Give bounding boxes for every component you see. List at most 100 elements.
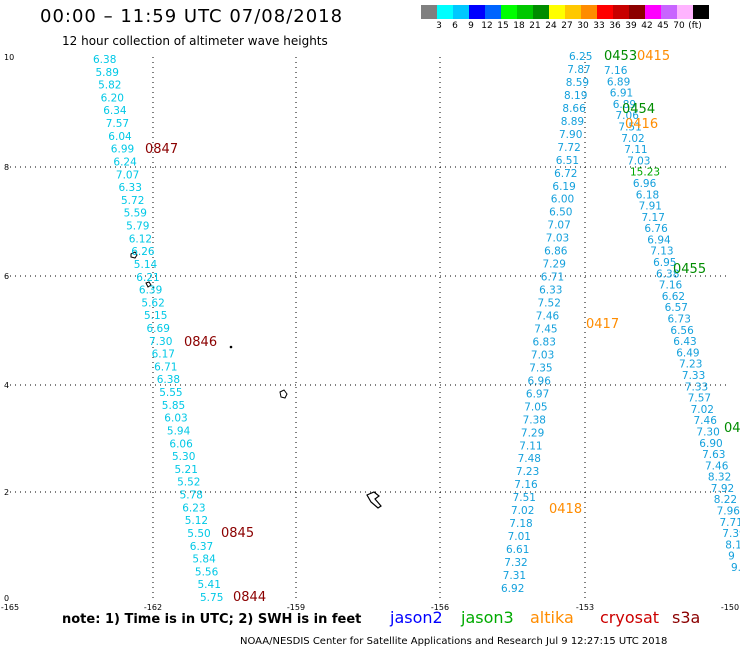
wave-height-value: 7.72 <box>557 142 580 154</box>
wave-height-value: 7.30 <box>696 427 719 439</box>
time-label: 0418 <box>549 502 582 517</box>
scale-label: 18 <box>513 21 525 31</box>
wave-height-value: 7.96 <box>717 506 740 518</box>
scale-label: 9 <box>468 21 474 31</box>
wave-height-value: 6.71 <box>541 272 564 284</box>
wave-height-value: 7.30 <box>149 336 172 348</box>
wave-height-value: 7.51 <box>618 122 641 134</box>
wave-height-value: 5.62 <box>141 297 164 309</box>
wave-height-value: 7.11 <box>624 144 647 156</box>
x-tick-label: -165 <box>1 603 19 612</box>
wave-height-value: 7.02 <box>511 505 534 517</box>
scale-swatch <box>565 5 581 19</box>
wave-height-value: 9 <box>728 551 735 563</box>
wave-height-value: 7.23 <box>516 466 539 478</box>
scale-swatch <box>549 5 565 19</box>
scale-swatch <box>485 5 501 19</box>
scale-label: 39 <box>625 21 637 31</box>
wave-height-value: 6.50 <box>549 207 572 219</box>
wave-height-value: 6.92 <box>501 583 524 595</box>
wave-height-value: 6.86 <box>544 246 568 258</box>
scale-swatch <box>437 5 453 19</box>
wave-height-value: 7.02 <box>621 133 644 145</box>
wave-height-value: 15.23 <box>630 167 660 179</box>
wave-height-value: 6.51 <box>556 155 579 167</box>
island-shape <box>279 389 288 399</box>
wave-height-value: 6.83 <box>533 337 556 349</box>
wave-height-value: 6.95 <box>653 257 676 269</box>
map-grid <box>10 57 730 598</box>
wave-height-value: 7.87 <box>567 64 590 76</box>
wave-height-value: 7.90 <box>559 129 582 141</box>
time-label: 0454 <box>622 102 655 117</box>
wave-height-value: 7.16 <box>659 280 683 292</box>
wave-height-value: 7.02 <box>691 404 714 416</box>
wave-height-value: 6.19 <box>552 181 575 193</box>
wave-height-value: 6.06 <box>169 438 193 450</box>
note-text: note: 1) Time is in UTC; 2) SWH is in fe… <box>62 612 362 627</box>
island-shape <box>229 345 233 349</box>
wave-height-value: 7.91 <box>639 201 662 213</box>
scale-label: 30 <box>577 21 589 31</box>
wave-height-value: 5.75 <box>200 592 223 604</box>
time-label: 0844 <box>233 590 266 605</box>
wave-height-value: 5.82 <box>98 80 121 92</box>
scale-label: 70 <box>673 21 685 31</box>
wave-height-value: 7.63 <box>702 449 725 461</box>
wave-height-value: 6.04 <box>108 131 132 143</box>
wave-height-value: 6.43 <box>673 336 696 348</box>
wave-height-value: 5.78 <box>180 490 203 502</box>
scale-swatch <box>469 5 485 19</box>
wave-height-value: 6.62 <box>662 291 685 303</box>
wave-height-value: 6.23 <box>182 502 205 514</box>
wave-height-value: 7.29 <box>521 427 544 439</box>
credit-text: NOAA/NESDIS Center for Satellite Applica… <box>240 636 668 647</box>
scale-label: 3 <box>436 21 442 31</box>
wave-height-value: 7.07 <box>547 220 570 232</box>
wave-height-value: 5.56 <box>195 566 219 578</box>
x-tick-label: -159 <box>287 603 305 612</box>
wave-height-value: 6.76 <box>644 223 668 235</box>
time-label: 0417 <box>586 317 619 332</box>
wave-height-value: 7.18 <box>509 518 532 530</box>
time-label: 0416 <box>625 117 658 132</box>
wave-height-value: 8.19 <box>564 90 587 102</box>
scale-swatch <box>629 5 645 19</box>
wave-height-value: 6.89 <box>613 99 636 111</box>
wave-height-value: 8.66 <box>562 103 586 115</box>
wave-height-value: 6.37 <box>190 541 213 553</box>
island-shape <box>366 491 382 509</box>
time-label: 0846 <box>184 335 217 350</box>
y-tick-label: 6 <box>4 272 9 281</box>
wave-height-value: 6.91 <box>610 88 633 100</box>
wave-height-value: 7.17 <box>642 212 665 224</box>
wave-height-value: 6.97 <box>526 388 549 400</box>
wave-height-value: 7.01 <box>508 531 531 543</box>
wave-height-value: 8.32 <box>708 472 731 484</box>
wave-height-value: 8.19 <box>725 539 740 551</box>
axis-tick-labels: -165 -162 -159 -156 -153 -150 10 8 6 4 2 0 <box>1 53 739 612</box>
wave-height-value: 5.30 <box>172 451 195 463</box>
page-title: 00:00 – 11:59 UTC 07/08/2018 <box>40 6 344 27</box>
scale-swatch <box>501 5 517 19</box>
wave-height-value: 6.90 <box>699 438 722 450</box>
wave-height-value: 7.35 <box>529 362 552 374</box>
time-label: 04 <box>724 421 740 436</box>
wave-height-value: 9.5 <box>731 562 740 574</box>
wave-height-value: 7.33 <box>682 370 705 382</box>
wave-height-value: 6.89 <box>607 76 630 88</box>
wave-height-value: 5.84 <box>192 554 216 566</box>
legend-item-s3a: s3a <box>672 608 701 627</box>
wave-height-value: 7.48 <box>518 453 541 465</box>
island-shape <box>145 281 152 288</box>
legend-item-cryosat: cryosat <box>600 608 660 627</box>
wave-height-value: 5.89 <box>96 67 119 79</box>
scale-swatch <box>421 5 437 19</box>
time-label: 0845 <box>221 526 254 541</box>
scale-swatch <box>597 5 613 19</box>
wave-height-value: 5.79 <box>126 221 149 233</box>
wave-height-value: 7.33 <box>685 381 708 393</box>
wave-height-value: 6.38 <box>93 54 116 66</box>
scale-label: 45 <box>657 21 669 31</box>
